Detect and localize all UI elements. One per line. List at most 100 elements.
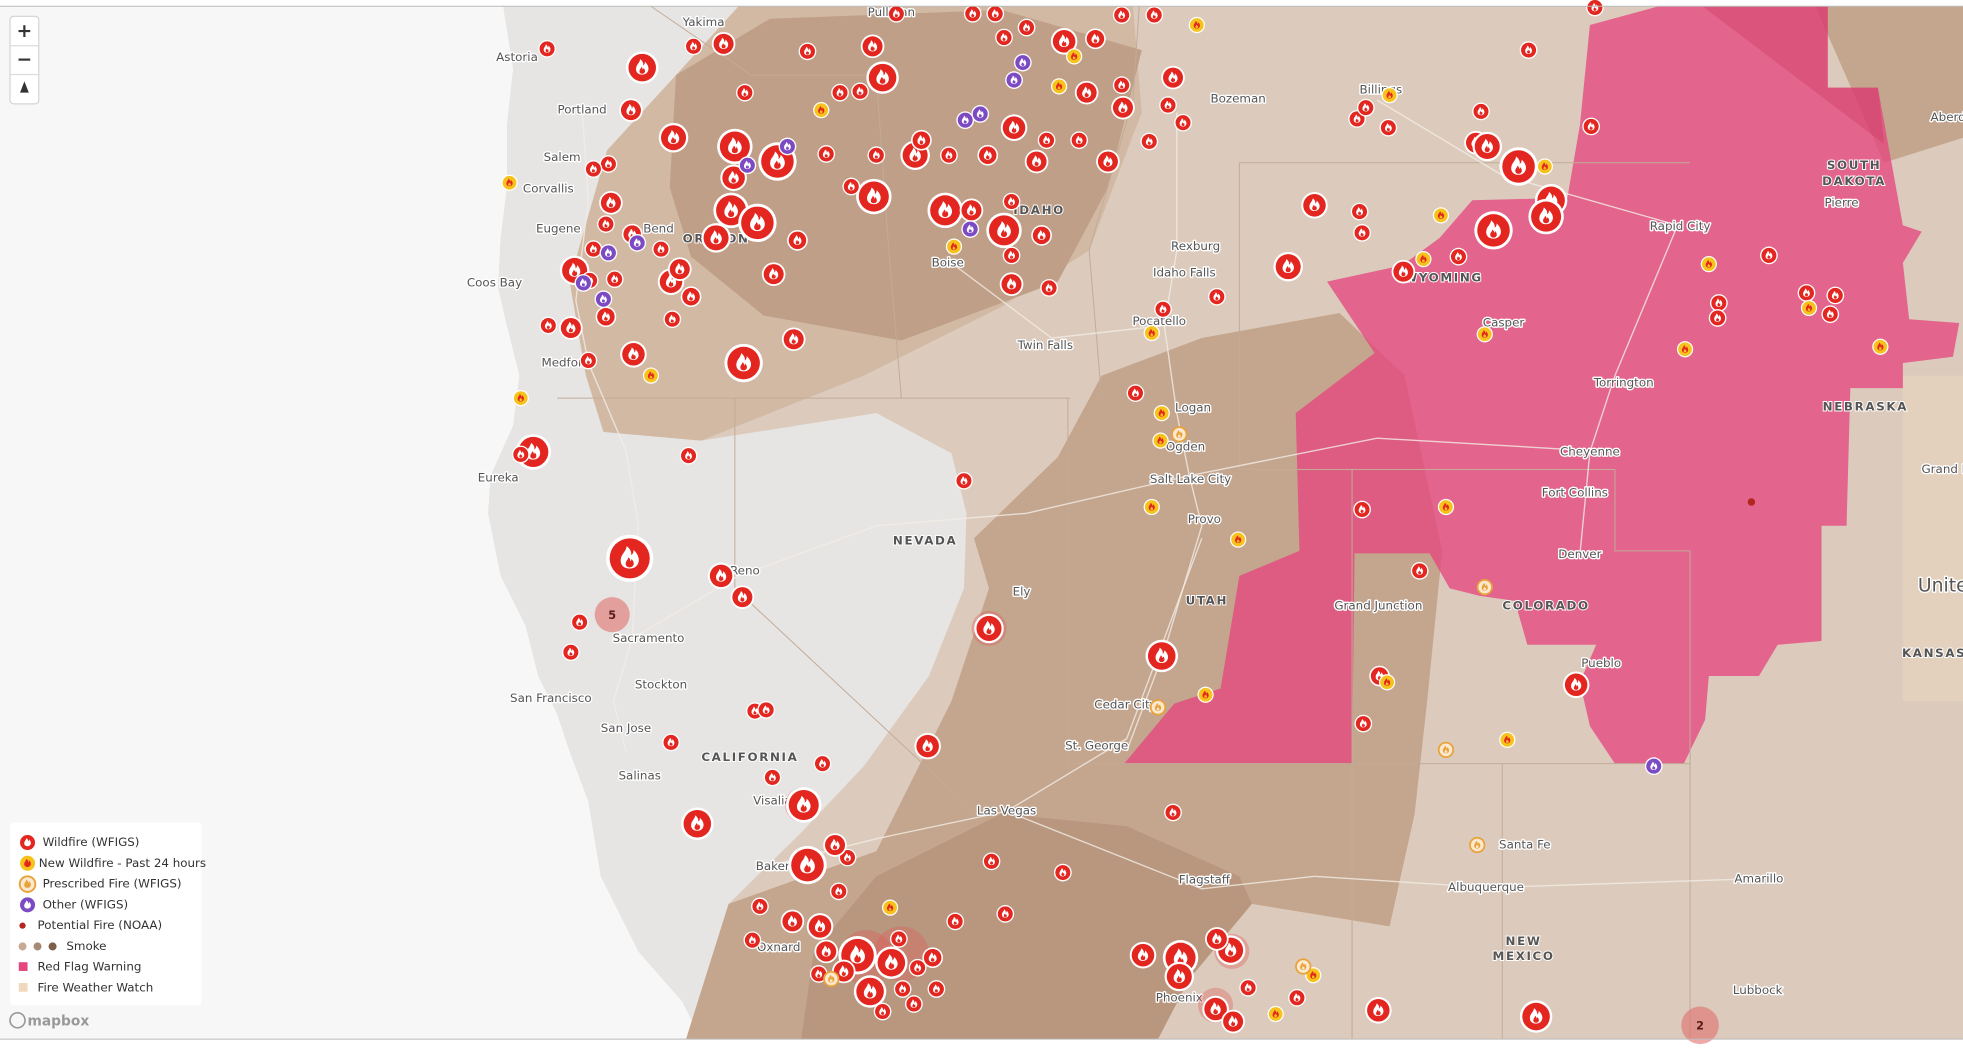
new-wildfire-marker[interactable] bbox=[881, 899, 899, 916]
wildfire-marker[interactable] bbox=[946, 912, 965, 931]
wildfire-marker[interactable] bbox=[1002, 246, 1021, 265]
wildfire-marker[interactable] bbox=[911, 129, 932, 151]
wildfire-marker[interactable] bbox=[1562, 671, 1590, 699]
other-fire-marker[interactable] bbox=[599, 244, 618, 262]
wildfire-marker[interactable] bbox=[927, 192, 963, 229]
wildfire-marker[interactable] bbox=[842, 177, 861, 196]
wildfire-marker[interactable] bbox=[1174, 113, 1192, 132]
wildfire-marker[interactable] bbox=[866, 61, 899, 94]
wildfire-marker[interactable] bbox=[625, 51, 659, 84]
new-wildfire-marker[interactable] bbox=[1378, 674, 1396, 691]
wildfire-marker[interactable] bbox=[856, 178, 892, 215]
wildfire-marker[interactable] bbox=[681, 807, 714, 840]
wildfire-marker[interactable] bbox=[1145, 6, 1164, 24]
other-fire-marker[interactable] bbox=[961, 220, 980, 238]
other-fire-marker[interactable] bbox=[956, 111, 975, 130]
wildfire-marker[interactable] bbox=[908, 958, 927, 977]
prescribed-fire-marker[interactable] bbox=[1476, 579, 1493, 596]
wildfire-marker[interactable] bbox=[599, 155, 618, 173]
wildfire-marker[interactable] bbox=[787, 230, 808, 251]
new-wildfire-marker[interactable] bbox=[813, 102, 830, 119]
new-wildfire-marker[interactable] bbox=[1872, 338, 1889, 355]
wildfire-marker[interactable] bbox=[652, 240, 670, 258]
wildfire-marker[interactable] bbox=[922, 947, 944, 969]
wildfire-marker[interactable] bbox=[757, 700, 776, 719]
wildfire-marker[interactable] bbox=[813, 754, 832, 773]
wildfire-marker[interactable] bbox=[684, 37, 703, 56]
wildfire-marker[interactable] bbox=[867, 146, 886, 165]
wildfire-marker[interactable] bbox=[1000, 114, 1028, 141]
wildfire-marker[interactable] bbox=[1239, 978, 1258, 997]
wildfire-marker[interactable] bbox=[1145, 639, 1179, 673]
wildfire-marker[interactable] bbox=[982, 852, 1001, 871]
wildfire-marker[interactable] bbox=[736, 83, 754, 102]
wildfire-marker[interactable] bbox=[724, 343, 763, 383]
wildfire-marker[interactable] bbox=[1365, 996, 1392, 1024]
new-wildfire-marker[interactable] bbox=[1676, 341, 1694, 358]
wildfire-marker[interactable] bbox=[562, 643, 580, 662]
wildfire-marker[interactable] bbox=[559, 316, 583, 340]
wildfire-marker[interactable] bbox=[595, 306, 617, 328]
wildfire-marker[interactable] bbox=[806, 913, 834, 940]
new-wildfire-marker[interactable] bbox=[1415, 251, 1432, 268]
wildfire-marker[interactable] bbox=[798, 42, 817, 61]
other-fire-marker[interactable] bbox=[1013, 53, 1032, 72]
new-wildfire-marker[interactable] bbox=[1153, 405, 1170, 422]
wildfire-marker[interactable] bbox=[875, 946, 908, 979]
prescribed-fire-marker[interactable] bbox=[1437, 741, 1455, 759]
prescribed-fire-marker[interactable] bbox=[1171, 426, 1188, 443]
wildfire-marker[interactable] bbox=[1205, 927, 1229, 951]
wildfire-marker[interactable] bbox=[1379, 118, 1398, 137]
wildfire-marker[interactable] bbox=[1112, 76, 1131, 94]
wildfire-marker[interactable] bbox=[679, 446, 698, 465]
wildfire-marker[interactable] bbox=[1017, 18, 1036, 37]
wildfire-marker[interactable] bbox=[539, 316, 558, 335]
wildfire-marker[interactable] bbox=[1040, 279, 1058, 297]
wildfire-marker[interactable] bbox=[1002, 192, 1021, 211]
wildfire-marker[interactable] bbox=[1129, 941, 1157, 969]
other-fire-marker[interactable] bbox=[574, 274, 593, 292]
wildfire-marker[interactable] bbox=[817, 145, 836, 163]
wildfire-marker[interactable] bbox=[1096, 149, 1120, 174]
wildfire-marker[interactable] bbox=[851, 82, 869, 101]
wildfire-marker[interactable] bbox=[1472, 102, 1490, 121]
wildfire-marker[interactable] bbox=[662, 733, 680, 752]
wildfire-marker[interactable] bbox=[1519, 1000, 1553, 1033]
wildfire-marker[interactable] bbox=[785, 787, 822, 823]
wildfire-marker[interactable] bbox=[717, 128, 753, 165]
wildfire-marker[interactable] bbox=[996, 905, 1015, 923]
wildfire-marker[interactable] bbox=[511, 445, 530, 464]
wildfire-marker[interactable] bbox=[860, 34, 885, 59]
prescribed-fire-marker[interactable] bbox=[1469, 836, 1486, 854]
wildfire-marker[interactable] bbox=[738, 203, 777, 243]
new-wildfire-marker[interactable] bbox=[1476, 326, 1493, 343]
prescribed-fire-marker[interactable] bbox=[1295, 958, 1312, 975]
wildfire-marker[interactable] bbox=[1356, 98, 1375, 117]
prescribed-fire-marker[interactable] bbox=[1149, 699, 1167, 716]
wildfire-marker[interactable] bbox=[1288, 988, 1306, 1007]
wildfire-marker[interactable] bbox=[1519, 41, 1538, 59]
wildfire-marker[interactable] bbox=[927, 980, 946, 998]
wildfire-marker[interactable] bbox=[1112, 6, 1131, 24]
wildfire-marker[interactable] bbox=[780, 909, 805, 934]
wildfire-marker[interactable] bbox=[1797, 284, 1816, 302]
wildfire-marker[interactable] bbox=[1031, 225, 1052, 246]
wildfire-marker[interactable] bbox=[986, 4, 1005, 23]
wildfire-marker[interactable] bbox=[873, 1002, 892, 1021]
wildfire-marker[interactable] bbox=[667, 257, 692, 281]
wildfire-marker[interactable] bbox=[905, 995, 923, 1013]
wildfire-marker[interactable] bbox=[701, 223, 731, 253]
wildfire-marker[interactable] bbox=[1354, 714, 1373, 733]
wildfire-marker[interactable] bbox=[584, 160, 603, 178]
wildfire-marker[interactable] bbox=[743, 931, 762, 950]
wildfire-marker[interactable] bbox=[1053, 863, 1072, 882]
wildfire-marker[interactable] bbox=[781, 327, 806, 352]
wildfire-marker[interactable] bbox=[963, 4, 982, 23]
new-wildfire-marker[interactable] bbox=[501, 174, 518, 191]
wildfire-marker[interactable] bbox=[893, 980, 912, 998]
wildfire-marker[interactable] bbox=[1164, 961, 1195, 992]
wildfire-marker[interactable] bbox=[680, 286, 702, 308]
wildfire-marker[interactable] bbox=[940, 146, 958, 165]
wildfire-marker[interactable] bbox=[1159, 96, 1177, 115]
new-wildfire-marker[interactable] bbox=[1800, 299, 1818, 317]
